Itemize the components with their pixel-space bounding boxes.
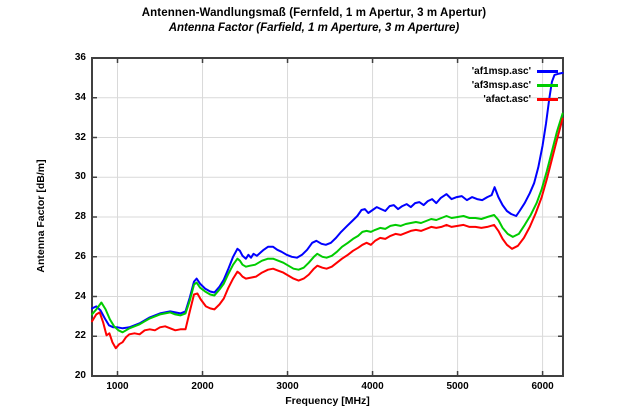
series-path-af1mspasc: [91, 71, 564, 330]
legend-line-sample-icon: [537, 97, 558, 101]
legend-item-af1msp: 'af1msp.asc': [472, 64, 558, 78]
y-tick-label-24: 24: [74, 290, 86, 302]
y-tick-label-34: 34: [74, 91, 86, 103]
chart-title-english: Antenna Factor (Farfield, 1 m Aperture, …: [168, 22, 460, 34]
legend-label: 'af3msp.asc': [471, 79, 531, 91]
series-path-afactasc: [91, 117, 564, 350]
x-tick-label-6000: 6000: [531, 381, 554, 392]
y-tick-label-30: 30: [74, 171, 86, 183]
x-tick-label-4000: 4000: [361, 381, 384, 392]
y-tick-label-32: 32: [74, 131, 86, 143]
y-tick-label-28: 28: [74, 211, 86, 222]
legend: 'af1msp.asc' 'af3msp.asc' 'afact.asc': [472, 64, 558, 106]
x-tick-label-1000: 1000: [106, 381, 129, 392]
x-axis-label: Frequency [MHz]: [285, 395, 370, 407]
series-path-af3mspasc: [91, 112, 564, 334]
chart-title-german: Antennen-Wandlungsmaß (Fernfeld, 1 m Ape…: [141, 7, 487, 19]
y-tick-label-26: 26: [74, 250, 86, 262]
legend-line-sample-icon: [537, 83, 558, 87]
plot-frame: [91, 57, 564, 377]
legend-line-sample-icon: [537, 69, 558, 73]
legend-label: 'af1msp.asc': [471, 65, 531, 77]
y-tick-label-20: 20: [74, 370, 86, 381]
x-tick-label-5000: 5000: [446, 381, 469, 392]
y-tick-label-22: 22: [74, 330, 86, 342]
legend-item-af3msp: 'af3msp.asc': [472, 78, 558, 92]
legend-label: 'afact.asc': [483, 93, 531, 105]
x-tick-label-2000: 2000: [191, 381, 214, 392]
x-tick-label-3000: 3000: [276, 381, 299, 392]
legend-item-afact: 'afact.asc': [472, 92, 558, 106]
y-tick-label-36: 36: [74, 52, 86, 63]
